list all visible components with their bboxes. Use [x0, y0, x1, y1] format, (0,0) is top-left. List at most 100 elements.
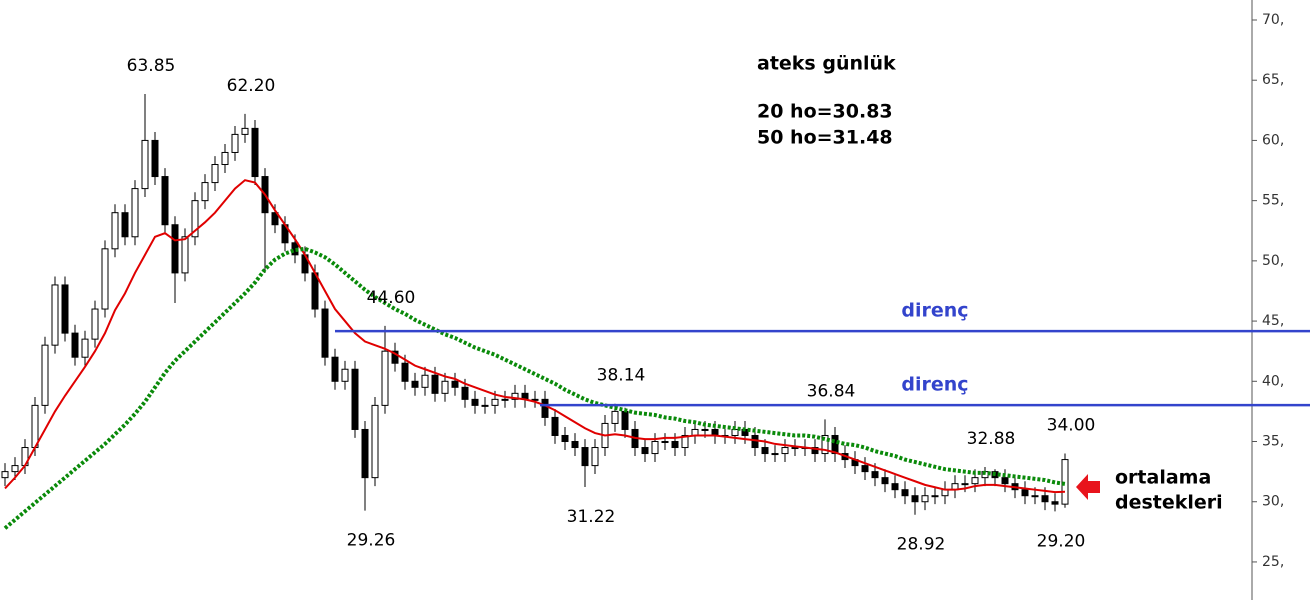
- candle-body: [531, 398, 539, 401]
- candle-body: [891, 483, 899, 491]
- candle-body: [501, 398, 509, 401]
- y-tick-label: 55,: [1262, 193, 1284, 209]
- y-tick-label: 35,: [1262, 434, 1284, 450]
- candle-body: [51, 284, 59, 346]
- price-label: 32.88: [967, 429, 1016, 449]
- price-label: 34.00: [1047, 416, 1096, 436]
- candle-body: [571, 441, 579, 449]
- candle-body: [881, 477, 889, 485]
- candle-body: [161, 176, 169, 226]
- candle-body: [961, 483, 969, 486]
- candle-body: [441, 380, 449, 394]
- candle-body: [791, 447, 799, 450]
- candle-body: [431, 374, 439, 394]
- candle-body: [101, 248, 109, 310]
- candle-body: [481, 404, 489, 407]
- candle-body: [681, 434, 689, 449]
- candle-body: [1, 471, 9, 479]
- y-tick-label: 50,: [1262, 253, 1284, 269]
- candle-body: [1021, 489, 1029, 497]
- resistance-label: direnç: [901, 300, 968, 322]
- candle-body: [131, 188, 139, 238]
- candle-body: [861, 465, 869, 473]
- candle-body: [1041, 495, 1049, 503]
- candle-body: [971, 477, 979, 485]
- candle-body: [171, 224, 179, 274]
- candle-body: [831, 434, 839, 455]
- candle-body: [901, 489, 909, 497]
- candle-body: [331, 356, 339, 382]
- candle-body: [511, 392, 519, 400]
- candle-body: [241, 127, 249, 135]
- candle-body: [591, 447, 599, 467]
- candle-body: [371, 404, 379, 479]
- candle-body: [491, 398, 499, 406]
- candle-body: [341, 368, 349, 382]
- candle-body: [471, 398, 479, 406]
- candle-body: [141, 139, 149, 190]
- candle-body: [541, 398, 549, 418]
- ma-info: 50 ho=31.48: [757, 127, 893, 149]
- candle-body: [91, 308, 99, 340]
- y-tick-label: 25,: [1262, 554, 1284, 570]
- candle-body: [1031, 495, 1039, 498]
- candle-body: [621, 410, 629, 430]
- price-label: 63.85: [127, 56, 176, 76]
- candle-body: [1061, 459, 1069, 505]
- candle-body: [31, 404, 39, 449]
- candle-body: [771, 453, 779, 456]
- candle-body: [761, 447, 769, 455]
- price-label: 62.20: [227, 76, 276, 96]
- price-label: 36.84: [807, 381, 856, 401]
- price-label: 28.92: [897, 535, 946, 555]
- arrow: [1076, 474, 1100, 500]
- candle-body: [451, 380, 459, 388]
- candle-body: [221, 151, 229, 166]
- price-label: 44.60: [367, 288, 416, 308]
- price-label: 29.20: [1037, 531, 1086, 551]
- candle-body: [581, 447, 589, 467]
- candle-body: [41, 344, 49, 406]
- candle-body: [351, 368, 359, 430]
- ma-info: 20 ho=30.83: [757, 101, 893, 123]
- candle-body: [701, 428, 709, 431]
- y-tick-label: 60,: [1262, 132, 1284, 148]
- candle-body: [411, 380, 419, 388]
- candle-body: [421, 374, 429, 388]
- candle-body: [391, 350, 399, 364]
- candle-body: [651, 441, 659, 455]
- candle-body: [561, 434, 569, 443]
- candle-body: [1001, 477, 1009, 485]
- candle-body: [321, 308, 329, 358]
- y-tick-label: 40,: [1262, 373, 1284, 389]
- candle-body: [551, 416, 559, 436]
- price-label: 29.26: [347, 531, 396, 551]
- candle-body: [641, 447, 649, 455]
- candle-body: [111, 212, 119, 250]
- candle-body: [361, 428, 369, 479]
- candle-body: [871, 471, 879, 479]
- candle-body: [781, 447, 789, 455]
- candle-body: [911, 495, 919, 503]
- candle-body: [661, 441, 669, 444]
- note: ortalama: [1115, 467, 1211, 489]
- price-label: 31.22: [567, 507, 616, 527]
- candle-body: [401, 362, 409, 382]
- candle-body: [11, 465, 19, 473]
- candle-body: [81, 338, 89, 358]
- candle-body: [71, 332, 79, 358]
- price-label: 38.14: [597, 366, 646, 386]
- candle-body: [121, 212, 129, 238]
- candle-body: [611, 410, 619, 424]
- candle-body: [1051, 501, 1059, 505]
- candle-body: [151, 139, 159, 178]
- candle-body: [921, 495, 929, 503]
- candle-body: [181, 236, 189, 274]
- candle-body: [191, 200, 199, 238]
- y-tick-label: 30,: [1262, 494, 1284, 510]
- y-tick-label: 70,: [1262, 12, 1284, 28]
- candle-body: [811, 447, 819, 455]
